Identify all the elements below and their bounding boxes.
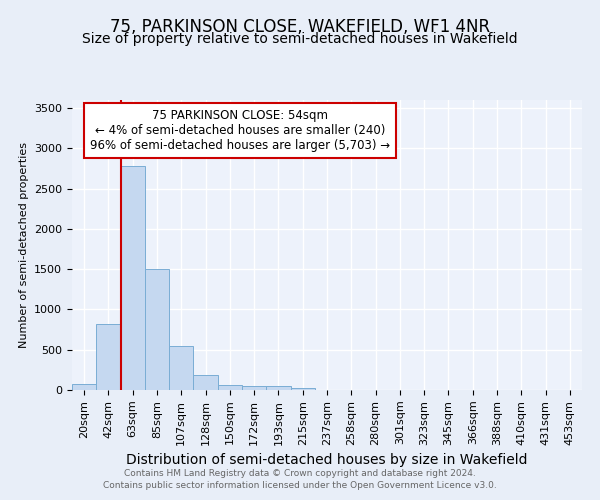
Bar <box>145 269 169 390</box>
Bar <box>96 324 121 390</box>
Bar <box>72 384 96 390</box>
Bar <box>266 386 290 390</box>
Text: Contains HM Land Registry data © Crown copyright and database right 2024.: Contains HM Land Registry data © Crown c… <box>124 468 476 477</box>
Y-axis label: Number of semi-detached properties: Number of semi-detached properties <box>19 142 29 348</box>
Bar <box>218 385 242 390</box>
Text: 75 PARKINSON CLOSE: 54sqm
← 4% of semi-detached houses are smaller (240)
96% of : 75 PARKINSON CLOSE: 54sqm ← 4% of semi-d… <box>90 108 391 152</box>
Bar <box>169 346 193 390</box>
Bar <box>290 388 315 390</box>
Bar <box>242 386 266 390</box>
Bar <box>193 375 218 390</box>
Text: Size of property relative to semi-detached houses in Wakefield: Size of property relative to semi-detach… <box>82 32 518 46</box>
Text: Contains public sector information licensed under the Open Government Licence v3: Contains public sector information licen… <box>103 481 497 490</box>
X-axis label: Distribution of semi-detached houses by size in Wakefield: Distribution of semi-detached houses by … <box>126 453 528 467</box>
Bar <box>121 166 145 390</box>
Text: 75, PARKINSON CLOSE, WAKEFIELD, WF1 4NR: 75, PARKINSON CLOSE, WAKEFIELD, WF1 4NR <box>110 18 490 36</box>
